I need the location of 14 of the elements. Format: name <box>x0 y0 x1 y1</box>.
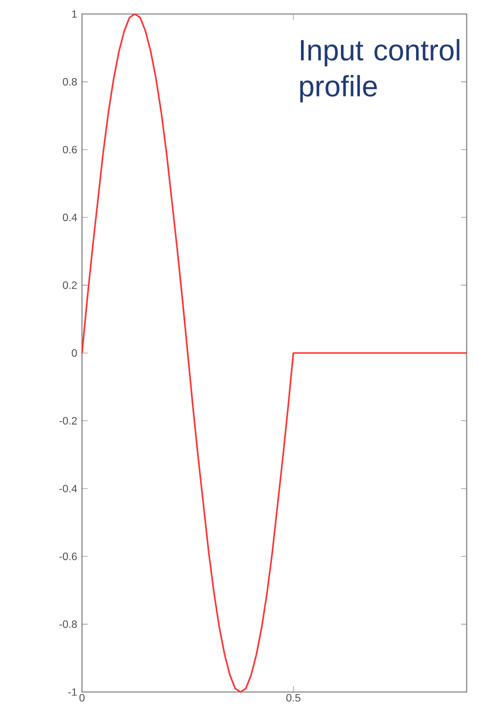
y-tick-label: -0.8 <box>59 620 77 628</box>
line-series <box>81 13 468 693</box>
y-tick-label: 0.4 <box>62 214 77 222</box>
y-tick-label: 1 <box>72 10 77 18</box>
y-tick-label: 0.8 <box>62 78 77 86</box>
y-tick-label: 0.2 <box>62 281 77 289</box>
y-tick-label: -0.4 <box>59 484 77 492</box>
y-tick-label: 0.6 <box>62 146 77 154</box>
y-tick-label: 0 <box>72 349 77 357</box>
annotation: Input control profile <box>300 39 460 102</box>
y-tick-label: -1 <box>68 688 77 696</box>
x-tick-label: 0.5 <box>286 694 300 702</box>
y-tick-label: -0.6 <box>59 552 77 560</box>
y-tick-label: -0.2 <box>59 417 77 425</box>
